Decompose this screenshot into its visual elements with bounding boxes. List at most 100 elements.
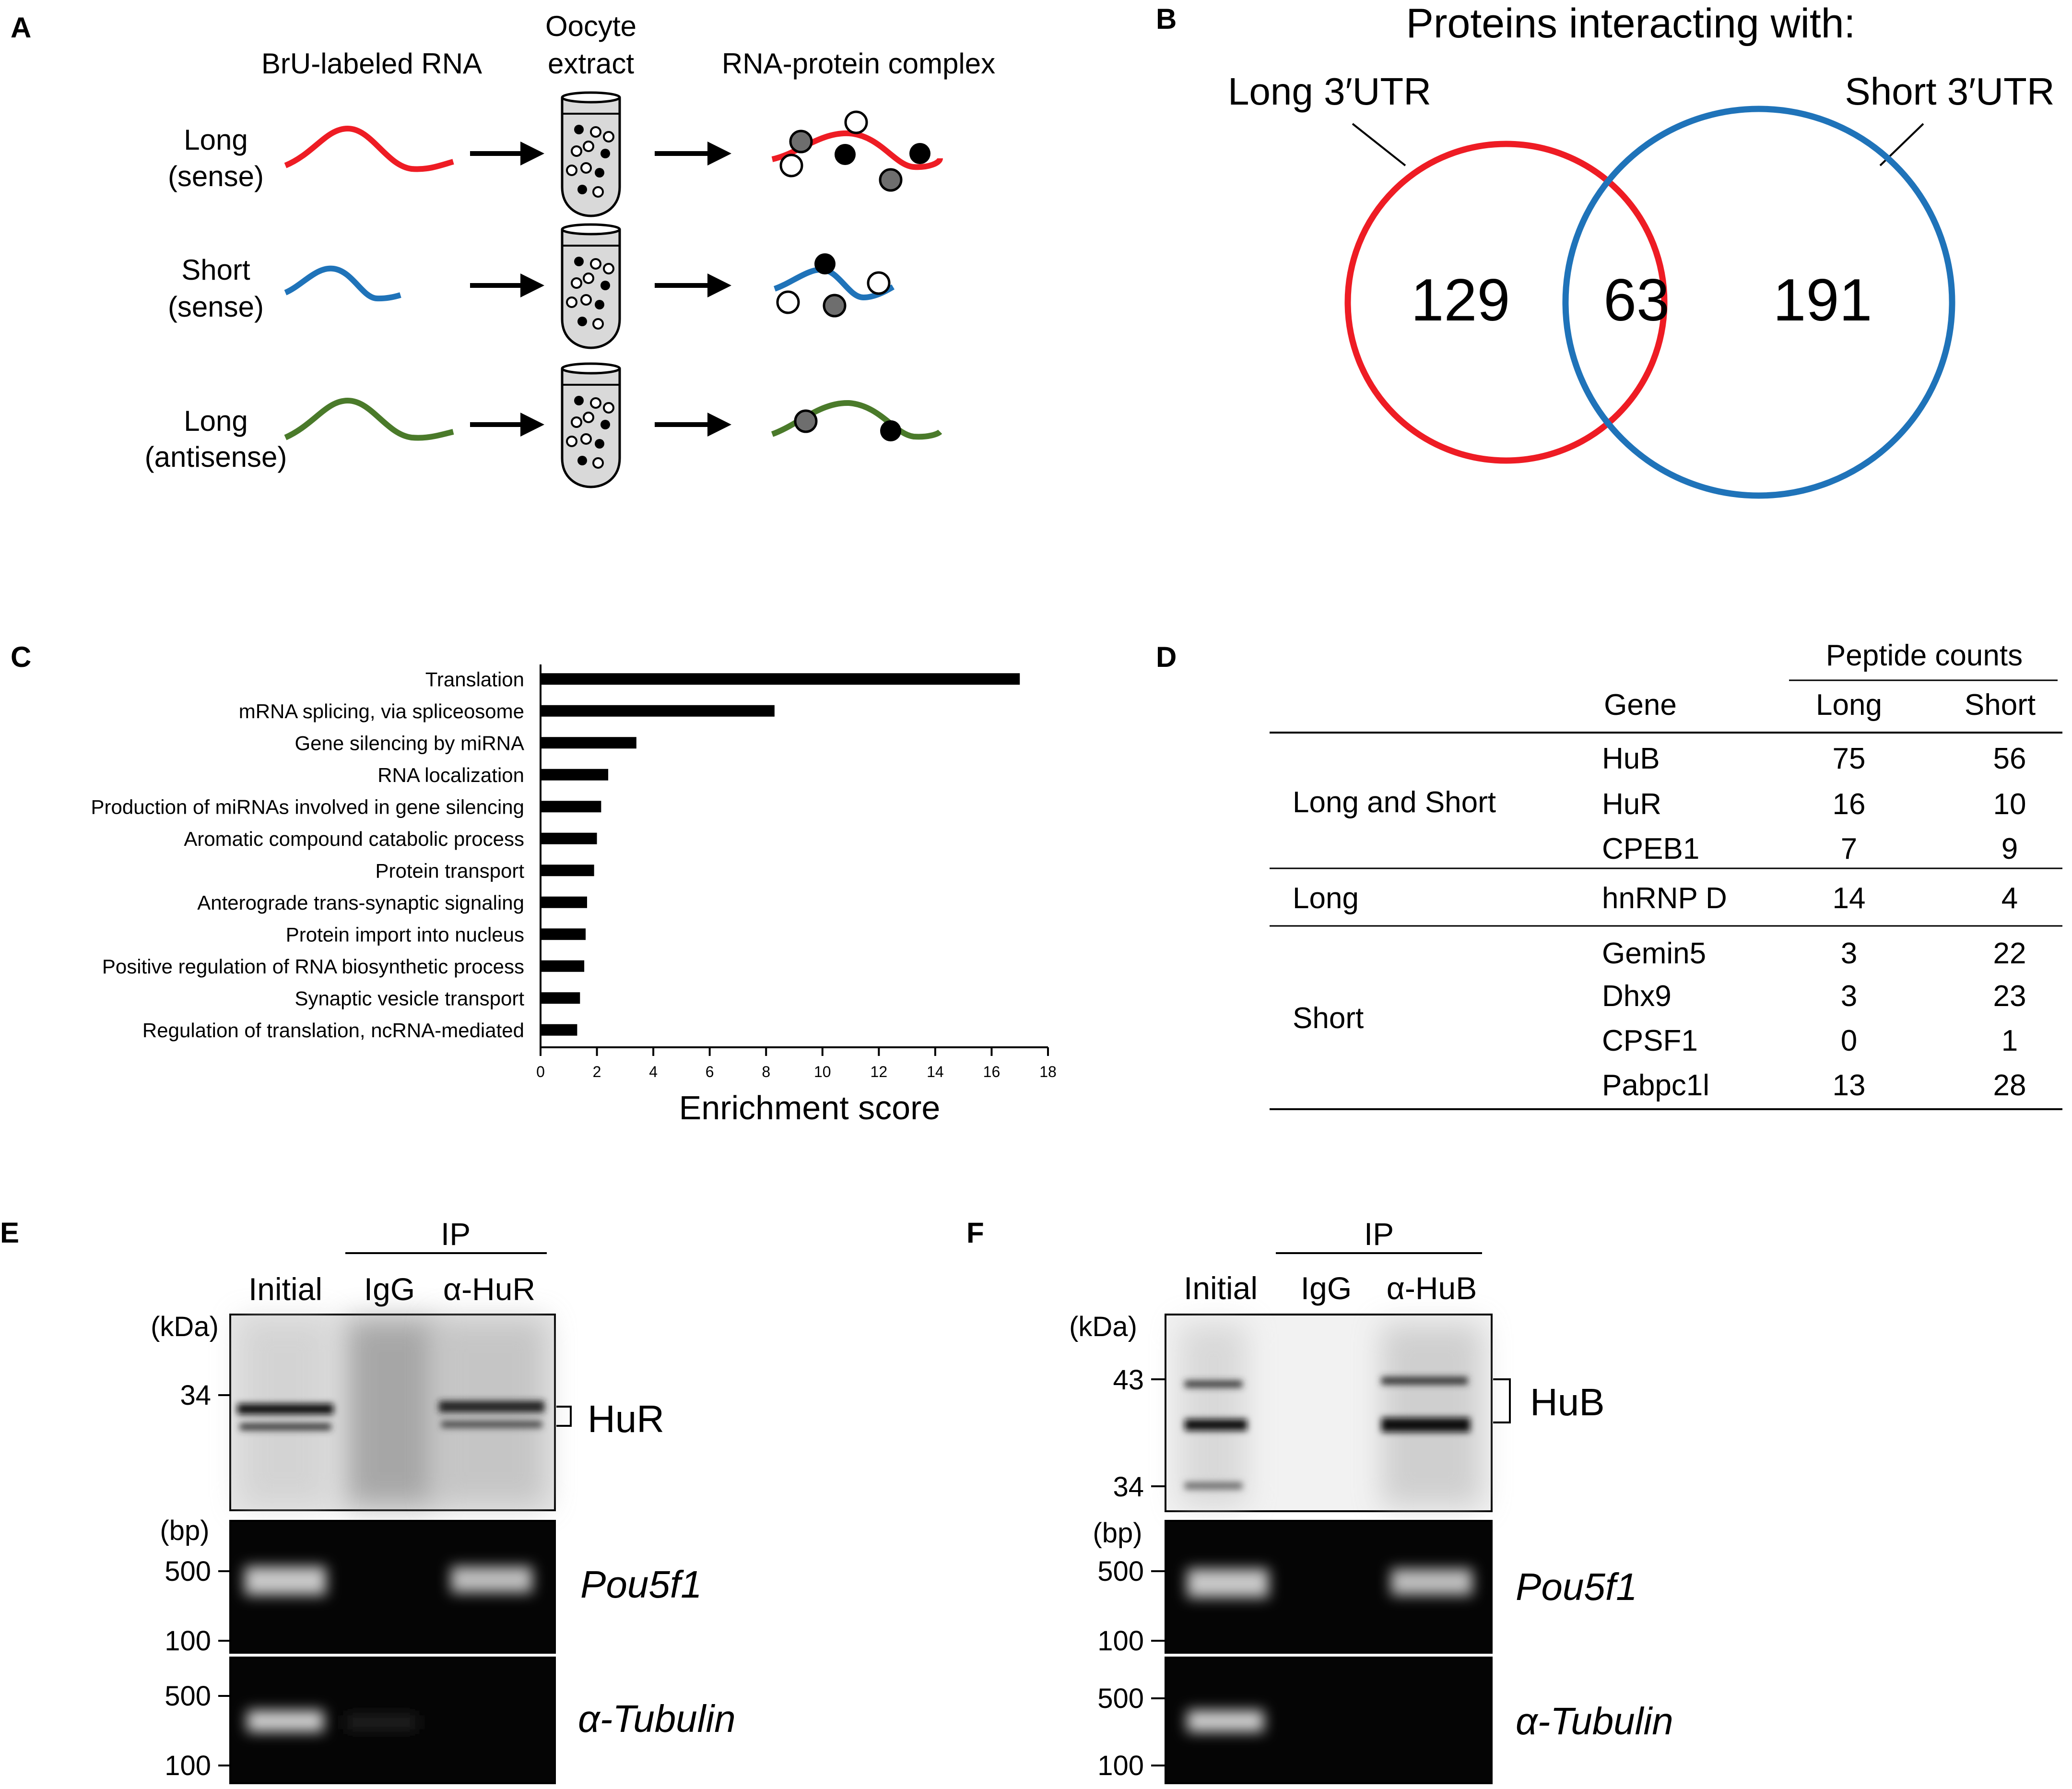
hub-band-bracket (1493, 1378, 1511, 1423)
category-label: Protein import into nucleus (286, 923, 524, 946)
gene-label-pou5f1: Pou5f1 (1516, 1565, 1637, 1608)
protein-black (835, 144, 856, 165)
protein-label-hur: HuR (588, 1398, 664, 1440)
x-tick-label: 6 (706, 1063, 714, 1080)
bar (541, 769, 609, 781)
short-count-cell: 4 (2001, 882, 2018, 915)
group-label-short: Short (1293, 1002, 1364, 1035)
bp-mark-100: 100 (165, 1750, 211, 1781)
bp-mark-500: 500 (1097, 1556, 1144, 1587)
arrow (470, 413, 544, 437)
venn-count-overlap: 63 (1603, 267, 1670, 333)
long-header: Long (1816, 688, 1882, 722)
table-row: CPEB1 7 9 (1602, 832, 2018, 865)
x-tick-label: 16 (983, 1063, 1001, 1080)
lane-label-initial: Initial (1184, 1270, 1258, 1306)
venn-left-label: Long 3′UTR (1228, 70, 1431, 113)
category-label: Protein transport (376, 859, 525, 882)
bar (541, 832, 597, 844)
gene-header: Gene (1604, 688, 1677, 722)
long-count-cell: 75 (1833, 742, 1866, 775)
group-label-long-and-short: Long and Short (1293, 786, 1496, 819)
table-row: HuB 75 56 (1602, 742, 2026, 775)
x-tick-label: 14 (927, 1063, 944, 1080)
category-label: Regulation of translation, ncRNA-mediate… (142, 1019, 524, 1042)
kda-mark-34: 34 (1113, 1471, 1144, 1503)
x-tick-label: 12 (871, 1063, 888, 1080)
bar-series (541, 673, 1020, 1036)
category-label: Synaptic vesicle transport (294, 987, 524, 1009)
protein-gray (879, 168, 903, 192)
bar (541, 737, 636, 749)
bar (541, 960, 585, 972)
protein-gray (789, 130, 813, 154)
arrow (470, 142, 544, 166)
pcr-gel-alpha-tubulin (229, 1657, 556, 1784)
gene-cell: hnRNP D (1602, 882, 1727, 915)
panel-letter-e: E (0, 1217, 19, 1249)
bar (541, 865, 594, 877)
short-count-cell: 28 (1993, 1069, 2026, 1102)
x-axis-label: Enrichment score (679, 1089, 941, 1126)
pcr-gel-pou5f1 (229, 1520, 556, 1654)
gene-cell: Dhx9 (1602, 980, 1672, 1013)
category-label: Production of miRNAs involved in gene si… (91, 795, 524, 818)
gene-cell: Pabpc1l (1602, 1069, 1709, 1102)
panel-b: B Proteins interacting with: Long 3′UTR … (1156, 0, 2055, 499)
protein-white (776, 290, 800, 314)
x-tick-label: 4 (649, 1063, 658, 1080)
protein-black (814, 253, 836, 274)
bar (541, 992, 580, 1004)
panel-c: C Translation mRNA splicing, via spliceos… (11, 641, 1057, 1126)
header-extract: extract (548, 47, 634, 80)
hur-band-bracket (556, 1406, 572, 1427)
row-short-sense: Short (sense) (168, 223, 895, 349)
x-tick-label: 8 (762, 1063, 770, 1080)
category-label: Gene silencing by miRNA (294, 732, 524, 754)
row-label-long: Long (184, 405, 247, 437)
category-labels: Translation mRNA splicing, via spliceosom… (91, 668, 525, 1042)
category-label: Aromatic compound catabolic process (184, 828, 524, 850)
ip-label: IP (441, 1216, 471, 1252)
x-tick-label: 2 (593, 1063, 601, 1080)
peptide-counts-header: Peptide counts (1826, 639, 2023, 672)
oocyte-extract-tube (561, 91, 621, 217)
long-sense-rna (284, 125, 454, 172)
row-label-sense: (sense) (168, 160, 264, 192)
arrow (655, 413, 731, 437)
gene-label-alpha-tubulin: α-Tubulin (1516, 1700, 1673, 1742)
arrow (655, 142, 731, 166)
bp-mark-500: 500 (165, 1556, 211, 1587)
short-header: Short (1965, 688, 2036, 722)
protein-gray (823, 294, 847, 318)
protein-white (779, 154, 803, 178)
venn-circle-long (1344, 141, 1668, 464)
kda-label: (kDa) (151, 1311, 219, 1342)
protein-label-hub: HuB (1530, 1381, 1605, 1423)
bar (541, 928, 586, 940)
lane-label-anti-hub: α-HuB (1387, 1270, 1477, 1306)
category-label: RNA localization (377, 764, 524, 786)
long-count-cell: 3 (1841, 980, 1857, 1013)
oocyte-extract-tube (561, 362, 621, 488)
protein-black (909, 143, 930, 164)
kda-mark-34: 34 (180, 1380, 211, 1411)
short-count-cell: 56 (1993, 742, 2026, 775)
venn-count-long-only: 129 (1411, 267, 1510, 333)
short-count-cell: 9 (2001, 832, 2018, 865)
venn-left-pointer (1352, 123, 1406, 166)
kda-mark-43: 43 (1113, 1364, 1144, 1396)
bar (541, 673, 1020, 685)
lane-label-initial: Initial (248, 1271, 322, 1307)
arrow (470, 273, 544, 297)
table-row: Pabpc1l 13 28 (1602, 1069, 2026, 1102)
gene-cell: HuR (1602, 788, 1661, 821)
arrow (655, 273, 731, 297)
long-count-cell: 0 (1841, 1024, 1857, 1057)
panel-letter-a: A (11, 12, 31, 44)
category-label: Positive regulation of RNA biosynthetic … (102, 955, 524, 978)
header-brdu-rna: BrU-labeled RNA (261, 47, 482, 80)
long-count-cell: 13 (1833, 1069, 1866, 1102)
bp-mark-100: 100 (1097, 1750, 1144, 1781)
lane-label-igg: IgG (1301, 1270, 1352, 1306)
